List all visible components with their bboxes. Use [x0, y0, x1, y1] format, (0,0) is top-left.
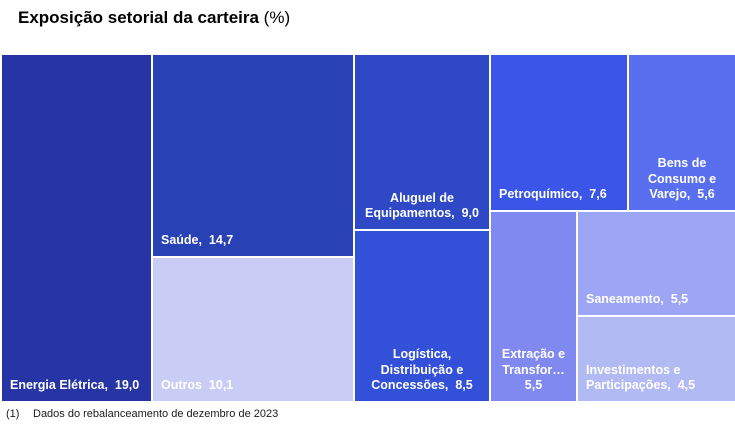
treemap-node-label: Petroquímico, 7,6: [499, 187, 607, 202]
treemap-node-saneamento[interactable]: Saneamento, 5,5: [578, 212, 735, 315]
treemap-node-outros[interactable]: Outros 10,1: [153, 258, 353, 401]
chart-footnote: (1) Dados do rebalanceamento de dezembro …: [6, 408, 278, 420]
treemap-node-label: Investimentos e Participações, 4,5: [586, 362, 696, 393]
treemap-node-logistica-distribuicao-concessoes[interactable]: Logística, Distribuição e Concessões, 8,5: [355, 231, 489, 401]
treemap-node-label: Bens de Consumo e Varejo, 5,6: [647, 156, 717, 202]
treemap-node-label: Aluguel de Equipamentos, 9,0: [365, 190, 479, 221]
treemap-node-label: Saúde, 14,7: [161, 233, 234, 248]
chart-title-unit: (%): [258, 8, 291, 27]
treemap-node-label: Saneamento, 5,5: [586, 292, 689, 307]
treemap-node-bens-consumo-varejo[interactable]: Bens de Consumo e Varejo, 5,6: [629, 55, 735, 210]
treemap-node-label: Logística, Distribuição e Concessões, 8,5: [371, 347, 473, 393]
treemap-node-saude[interactable]: Saúde, 14,7: [153, 55, 353, 256]
treemap-node-label: Energia Elétrica, 19,0: [10, 378, 140, 393]
treemap-node-label: Extração e Transfor… 5,5: [501, 347, 566, 393]
chart-title: Exposição setorial da carteira (%): [18, 8, 290, 28]
treemap-node-energia-eletrica[interactable]: Energia Elétrica, 19,0: [2, 55, 151, 401]
footnote-marker: (1): [6, 408, 20, 420]
treemap-node-extracao-transformacao[interactable]: Extração e Transfor… 5,5: [491, 212, 576, 401]
chart-title-main: Exposição setorial da carteira: [18, 8, 259, 27]
treemap-node-petroquimico[interactable]: Petroquímico, 7,6: [491, 55, 627, 210]
treemap-node-aluguel-equipamentos[interactable]: Aluguel de Equipamentos, 9,0: [355, 55, 489, 229]
treemap-node-investimentos-participacoes[interactable]: Investimentos e Participações, 4,5: [578, 317, 735, 401]
treemap-node-label: Outros 10,1: [161, 378, 234, 393]
footnote-text: Dados do rebalanceamento de dezembro de …: [33, 408, 279, 420]
